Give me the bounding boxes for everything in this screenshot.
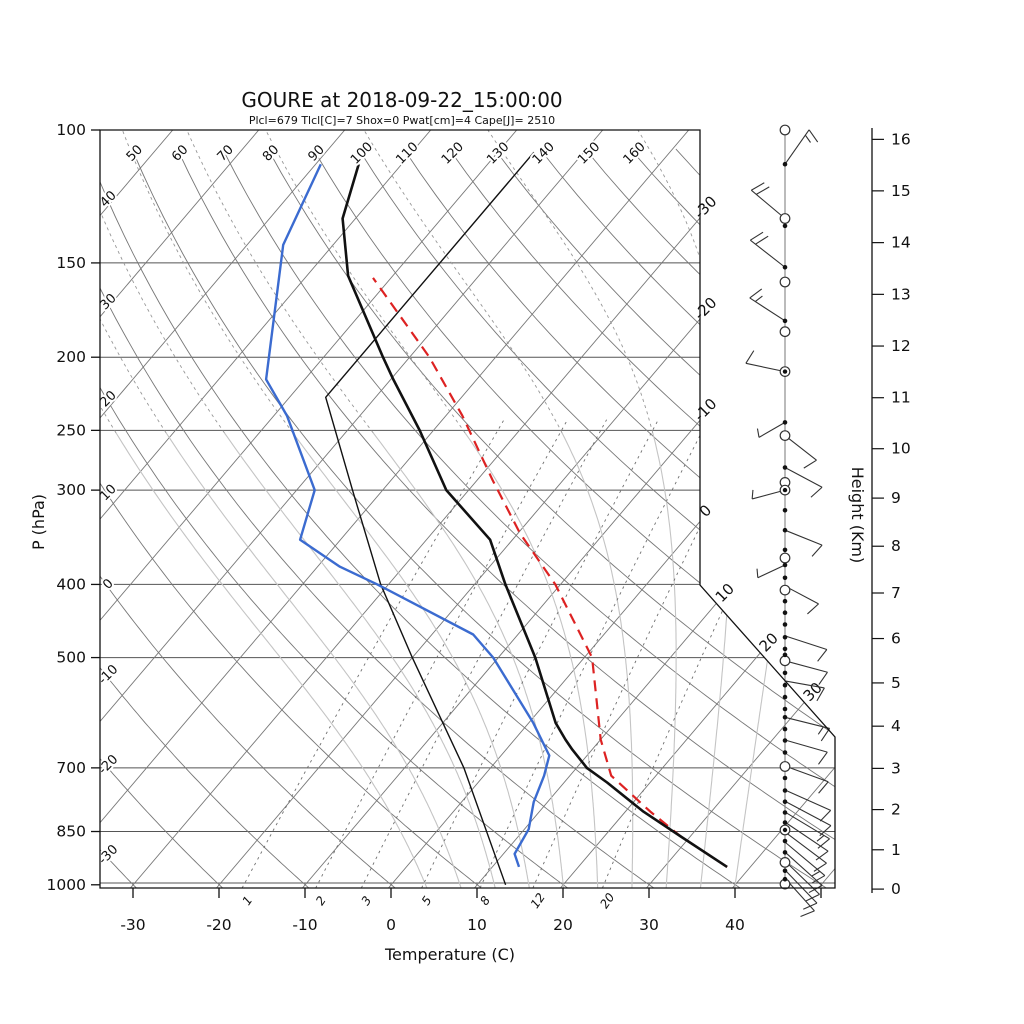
svg-text:90: 90	[305, 142, 327, 164]
svg-text:-20: -20	[690, 294, 720, 324]
svg-text:20: 20	[553, 916, 573, 934]
svg-text:3: 3	[359, 894, 375, 908]
svg-text:-10: -10	[292, 916, 317, 934]
svg-text:-30: -30	[120, 916, 145, 934]
svg-text:7: 7	[891, 584, 901, 602]
svg-text:12: 12	[528, 890, 548, 911]
height-axis-label: Height (Km)	[848, 467, 867, 564]
svg-text:20: 20	[597, 890, 617, 911]
svg-text:9: 9	[891, 489, 901, 507]
svg-text:110: 110	[393, 139, 421, 167]
svg-text:40: 40	[725, 916, 745, 934]
svg-text:14: 14	[891, 234, 911, 252]
svg-text:10: 10	[97, 482, 119, 504]
svg-text:50: 50	[124, 142, 146, 164]
svg-text:150: 150	[575, 139, 603, 167]
svg-text:70: 70	[215, 142, 237, 164]
svg-text:20: 20	[97, 388, 119, 410]
dewpoint-curve	[264, 163, 551, 868]
svg-text:6: 6	[891, 630, 901, 648]
temperature-curve	[341, 163, 728, 868]
svg-text:400: 400	[56, 575, 86, 593]
temperature-axis: -30 -20 -10 0 10 20 30 40	[120, 888, 822, 934]
wind-barb-column	[745, 124, 832, 917]
svg-text:80: 80	[260, 142, 282, 164]
dry-adiabats	[100, 148, 835, 888]
svg-text:0: 0	[386, 916, 396, 934]
svg-text:10: 10	[891, 440, 911, 458]
std-atmosphere-curve	[325, 151, 535, 886]
svg-text:8: 8	[477, 893, 493, 908]
svg-text:0: 0	[696, 501, 715, 520]
svg-text:11: 11	[891, 389, 911, 407]
svg-text:15: 15	[891, 182, 911, 200]
page-title: GOURE at 2018-09-22_15:00:00	[241, 88, 562, 112]
grid-clipped	[100, 130, 835, 888]
svg-text:-10: -10	[690, 395, 720, 425]
svg-text:4: 4	[891, 717, 901, 735]
svg-text:500: 500	[56, 649, 86, 667]
svg-text:850: 850	[56, 823, 86, 841]
svg-text:10: 10	[467, 916, 487, 934]
svg-text:3: 3	[891, 759, 901, 777]
svg-text:0: 0	[891, 880, 901, 898]
svg-text:1000: 1000	[47, 876, 86, 894]
moist-adiabats	[100, 130, 804, 888]
chart-subtitle: Plcl=679 Tlcl[C]=7 Shox=0 Pwat[cm]=4 Cap…	[249, 114, 555, 127]
svg-text:30: 30	[639, 916, 659, 934]
mixing-ratio-labels: 1 2 3 5 8 12 20	[239, 890, 617, 911]
pressure-axis: 100 150 200 250 300 400 500 700 850 1000	[47, 121, 100, 894]
isotherms	[100, 130, 835, 888]
svg-text:0: 0	[100, 576, 116, 592]
pressure-gridlines	[100, 130, 835, 884]
svg-text:100: 100	[56, 121, 86, 139]
plot-frame	[99, 129, 836, 889]
svg-text:300: 300	[56, 481, 86, 499]
svg-text:120: 120	[439, 139, 467, 167]
svg-text:1: 1	[891, 841, 901, 859]
svg-text:140: 140	[530, 139, 558, 167]
svg-text:5: 5	[419, 894, 435, 908]
parcel-curve	[372, 277, 728, 868]
svg-text:40: 40	[97, 188, 119, 210]
svg-text:200: 200	[56, 348, 86, 366]
svg-text:160: 160	[621, 139, 649, 167]
svg-text:-30: -30	[690, 192, 720, 222]
svg-text:16: 16	[891, 130, 911, 148]
pressure-axis-label: P (hPa)	[29, 494, 48, 550]
svg-text:13: 13	[891, 285, 911, 303]
svg-text:30: 30	[97, 291, 119, 313]
svg-text:250: 250	[56, 421, 86, 439]
svg-text:2: 2	[313, 894, 329, 908]
profiles	[264, 151, 728, 886]
svg-text:12: 12	[891, 337, 911, 355]
svg-text:-20: -20	[206, 916, 231, 934]
temperature-axis-label: Temperature (C)	[384, 945, 515, 964]
svg-text:60: 60	[169, 142, 191, 164]
plot-area: 50 60 70 80 90 100 110 120 130 140 150 160403020100…	[47, 121, 911, 934]
svg-text:700: 700	[56, 759, 86, 777]
svg-text:8: 8	[891, 537, 901, 555]
svg-text:5: 5	[891, 674, 901, 692]
svg-text:1: 1	[239, 894, 255, 908]
svg-text:150: 150	[56, 254, 86, 272]
svg-text:2: 2	[891, 801, 901, 819]
